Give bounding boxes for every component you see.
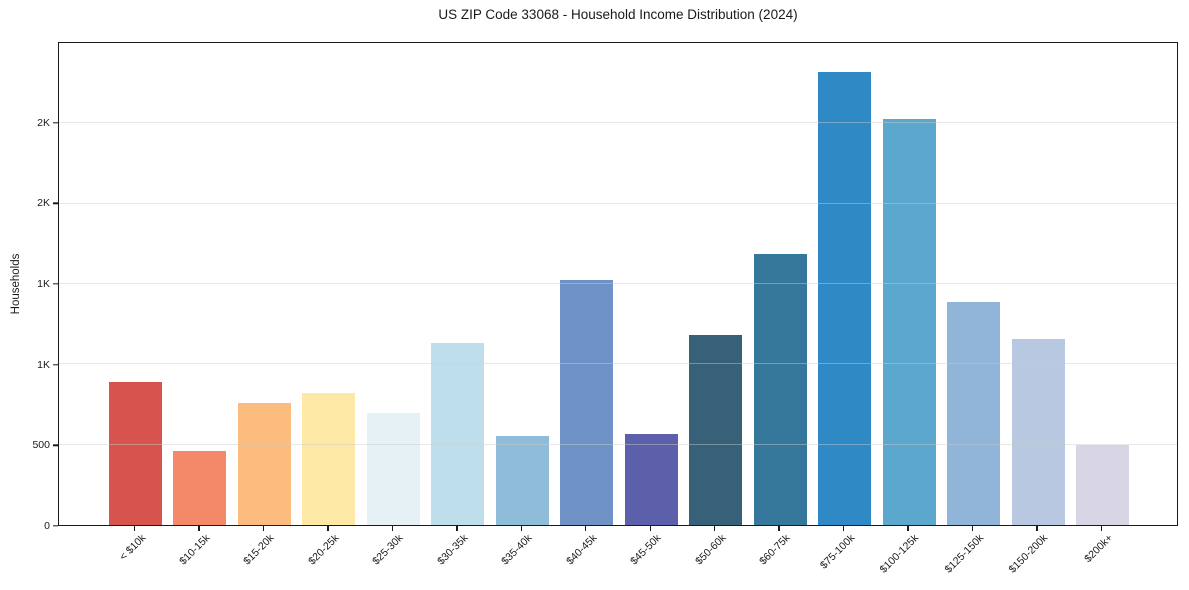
y-tick-label: 0 [44, 520, 50, 532]
bar-9 [624, 434, 678, 525]
bar-7 [495, 435, 549, 525]
x-tick-mark [907, 526, 909, 531]
bars-layer [59, 43, 1177, 525]
y-tick-label: 1K [37, 358, 50, 371]
gridline [59, 443, 1177, 445]
x-tick-label: $50-60k [692, 532, 729, 568]
y-tick-mark [53, 444, 58, 447]
bar-1 [109, 382, 162, 525]
y-tick-label: 2K [37, 116, 50, 129]
bar-10 [689, 335, 743, 525]
x-tick-label: $60-75k [757, 532, 793, 568]
x-tick-label: $200k+ [1081, 532, 1115, 566]
y-tick-label: 500 [32, 439, 50, 452]
x-tick-mark [391, 526, 394, 531]
bar-11 [753, 254, 807, 525]
x-tick-mark [133, 526, 136, 531]
y-tick-label: 2K [37, 197, 50, 210]
x-tick-label: $75-100k [817, 532, 858, 572]
x-tick-label: $45-50k [628, 532, 664, 568]
bar-8 [560, 279, 614, 525]
chart-title: US ZIP Code 33068 - Household Income Dis… [438, 7, 798, 22]
y-tick-mark [53, 283, 58, 285]
y-tick-mark [53, 121, 58, 124]
x-tick-mark [649, 526, 651, 531]
bar-6 [431, 343, 485, 525]
x-tick-label: $25-30k [370, 532, 406, 568]
bar-2 [173, 451, 227, 525]
x-tick-label: $100-125k [878, 532, 922, 576]
x-tick-label: $10-15k [177, 532, 213, 568]
gridline [59, 363, 1177, 365]
x-tick-label: $30-35k [434, 532, 471, 568]
x-tick-label: < $10k [116, 532, 148, 563]
y-tick-mark [53, 525, 58, 527]
bar-3 [237, 402, 291, 525]
x-tick-mark [262, 526, 265, 531]
gridline [59, 283, 1177, 284]
x-tick-mark [714, 526, 716, 531]
plot-area [58, 42, 1178, 526]
x-tick-label: $35-40k [499, 532, 535, 568]
x-tick-label: $40-45k [563, 532, 600, 568]
x-tick-mark [1100, 526, 1103, 531]
x-tick-label: $150-200k [1006, 532, 1051, 576]
x-tick-label: $125-150k [942, 532, 987, 576]
bar-15 [1011, 338, 1065, 525]
x-tick-mark [971, 526, 974, 531]
x-tick-mark [198, 526, 200, 531]
x-tick-mark [456, 526, 458, 531]
x-tick-mark [520, 526, 522, 531]
bar-5 [366, 412, 420, 525]
x-tick-mark [778, 526, 780, 531]
x-tick-mark [327, 526, 329, 531]
x-tick-mark [585, 526, 587, 531]
y-tick-mark [53, 202, 58, 205]
x-tick-mark [1036, 526, 1038, 531]
x-tick-label: $20-25k [306, 532, 342, 568]
y-tick-label: 1K [37, 278, 50, 290]
bar-13 [882, 118, 936, 525]
x-tick-label: $15-20k [241, 532, 277, 568]
bar-14 [947, 301, 1001, 525]
y-tick-mark [53, 363, 58, 366]
bar-12 [818, 71, 872, 525]
gridline [59, 122, 1177, 124]
x-tick-mark [842, 526, 845, 531]
bar-4 [302, 393, 356, 525]
gridlines-layer [59, 43, 1177, 525]
gridline [59, 202, 1177, 204]
bar-16 [1076, 444, 1129, 525]
